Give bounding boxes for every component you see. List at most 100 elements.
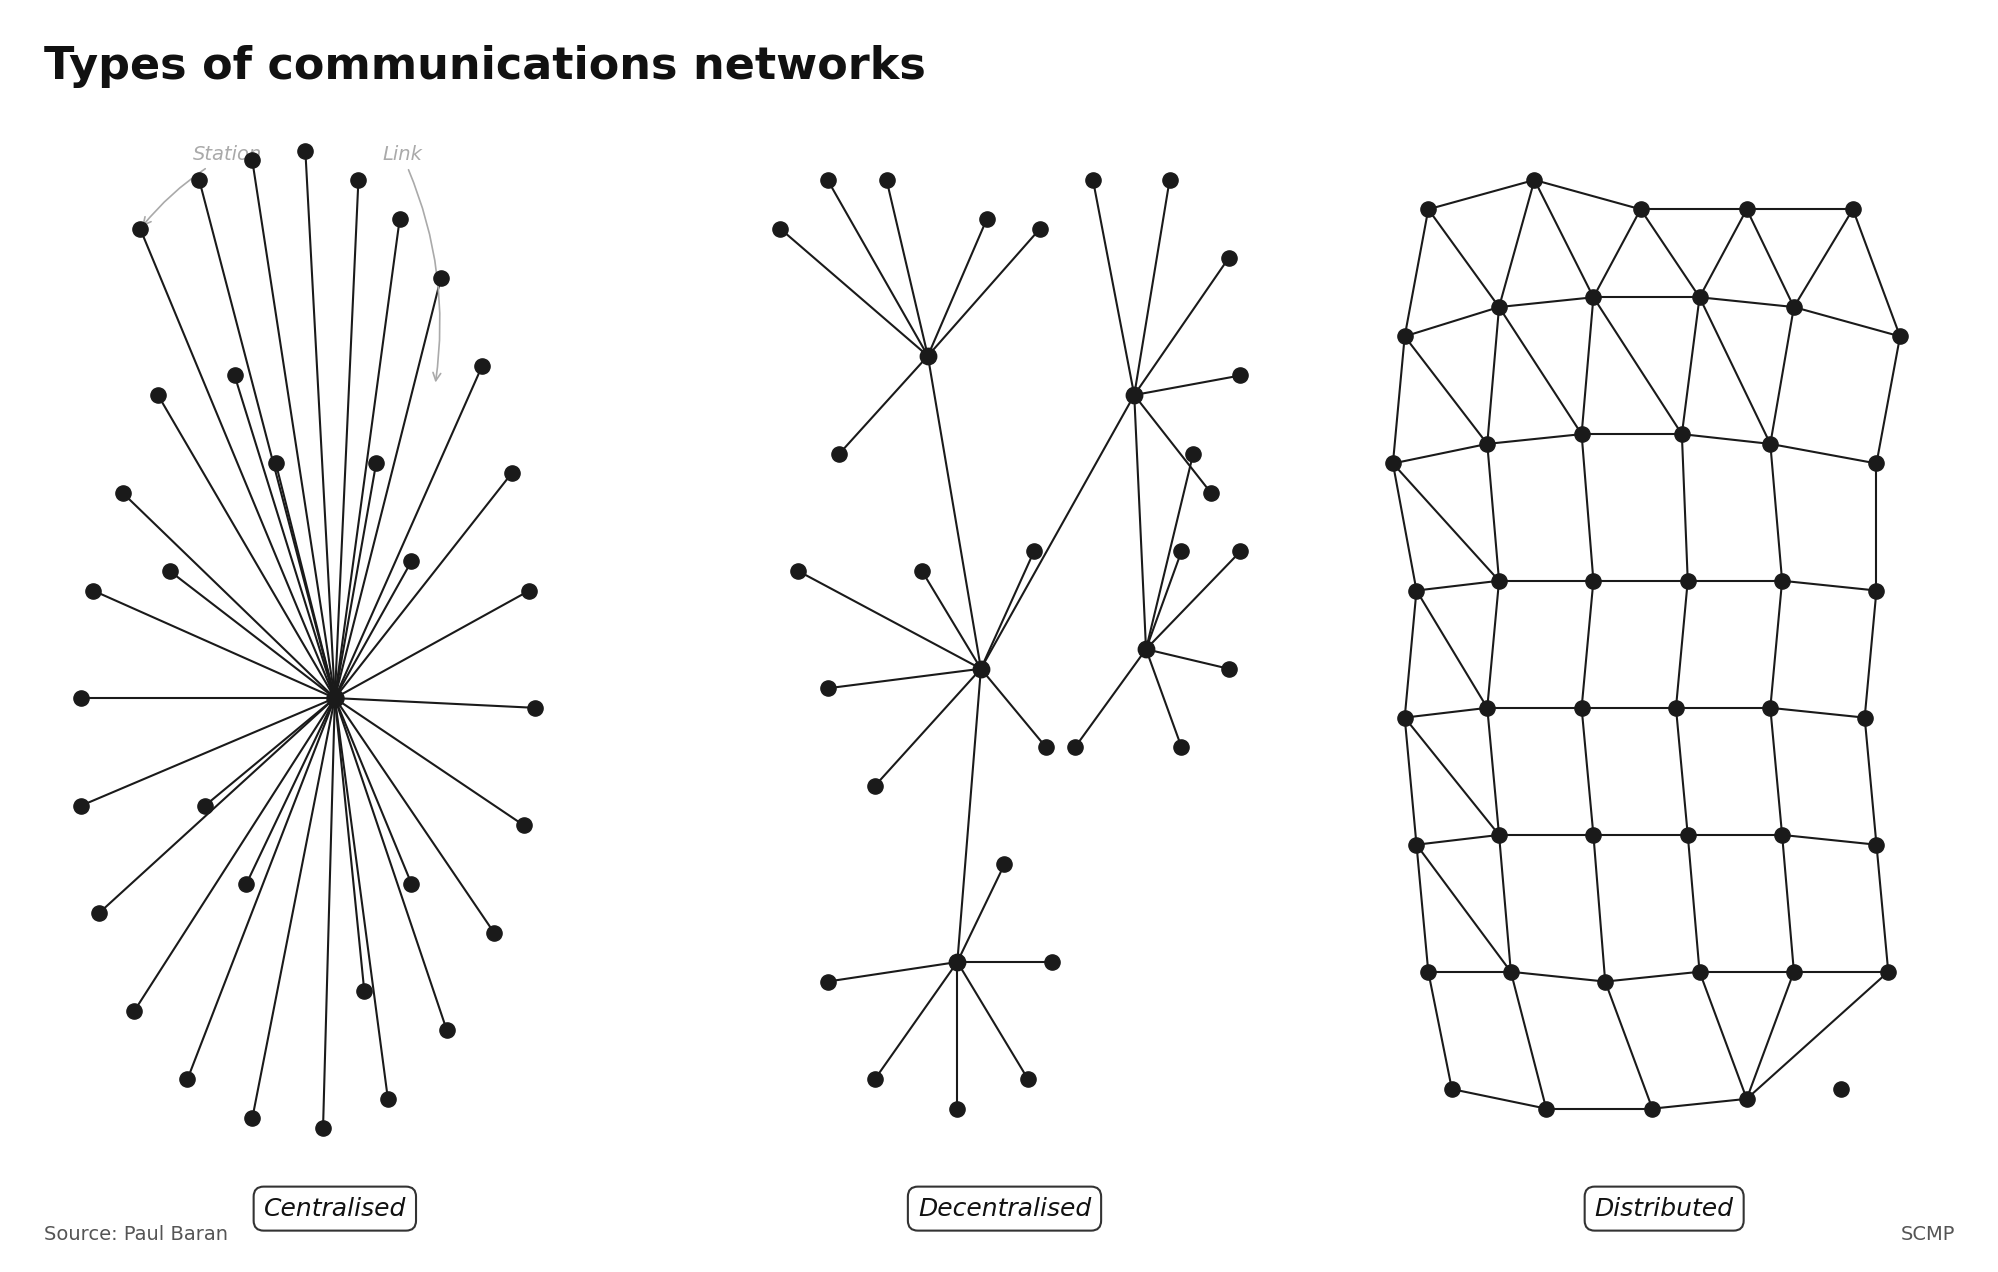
Point: [911, 346, 943, 366]
Point: [124, 219, 156, 239]
Point: [66, 688, 98, 709]
Point: [1860, 453, 1892, 473]
Point: [396, 551, 428, 571]
Point: [1682, 287, 1714, 308]
Point: [823, 444, 855, 464]
Point: [1483, 824, 1514, 845]
Point: [84, 903, 116, 923]
Point: [154, 561, 186, 581]
Point: [290, 140, 322, 160]
Point: [1576, 287, 1608, 308]
Point: [230, 874, 262, 894]
Point: [971, 209, 1003, 229]
Point: [1035, 951, 1067, 972]
Point: [308, 1118, 340, 1138]
Point: [384, 209, 416, 229]
Point: [478, 922, 509, 943]
Point: [1754, 697, 1786, 717]
Point: [1435, 1079, 1467, 1099]
Point: [941, 951, 973, 972]
Point: [1213, 659, 1245, 679]
Point: [372, 1089, 404, 1109]
Point: [1471, 434, 1502, 454]
Point: [1011, 1070, 1043, 1090]
Point: [965, 659, 997, 679]
Point: [78, 580, 110, 600]
Point: [1017, 542, 1049, 562]
Point: [118, 1001, 150, 1021]
Point: [190, 795, 222, 815]
Point: [218, 365, 250, 385]
Point: [811, 169, 843, 190]
Text: Station: Station: [144, 145, 262, 225]
Point: [1776, 296, 1808, 317]
Point: [184, 169, 216, 190]
Point: [519, 697, 551, 717]
Point: [1658, 697, 1690, 717]
Point: [869, 169, 901, 190]
Text: Source: Paul Baran: Source: Paul Baran: [44, 1225, 228, 1244]
Point: [1588, 972, 1620, 992]
Point: [106, 482, 138, 502]
Point: [1165, 736, 1197, 757]
Point: [1754, 434, 1786, 454]
Point: [1471, 697, 1502, 717]
Point: [1495, 962, 1526, 982]
Point: [1848, 707, 1880, 728]
Point: [1670, 571, 1702, 591]
Point: [1129, 639, 1161, 659]
Text: Centralised: Centralised: [264, 1197, 406, 1221]
Point: [1029, 736, 1061, 757]
Point: [396, 874, 428, 894]
Point: [1483, 571, 1514, 591]
Point: [1624, 200, 1656, 220]
Point: [1576, 824, 1608, 845]
Point: [811, 972, 843, 992]
Point: [763, 219, 795, 239]
Point: [320, 688, 352, 709]
Point: [1860, 580, 1892, 600]
Text: Link: Link: [382, 145, 440, 380]
Point: [1564, 424, 1596, 444]
Point: [859, 776, 891, 796]
Point: [1664, 424, 1696, 444]
Point: [1483, 296, 1514, 317]
Point: [342, 169, 374, 190]
Point: [1776, 962, 1808, 982]
Point: [1670, 824, 1702, 845]
Point: [1882, 326, 1914, 346]
Point: [1682, 962, 1714, 982]
Point: [1377, 453, 1409, 473]
Point: [260, 453, 292, 473]
Point: [1530, 1099, 1562, 1119]
Point: [859, 1070, 891, 1090]
Point: [466, 355, 498, 377]
Point: [1636, 1099, 1668, 1119]
Point: [1223, 365, 1255, 385]
Point: [1518, 169, 1550, 190]
Point: [1413, 200, 1445, 220]
Point: [811, 678, 843, 698]
Point: [1153, 169, 1185, 190]
Point: [172, 1070, 204, 1090]
Text: Decentralised: Decentralised: [917, 1197, 1091, 1221]
Text: Distributed: Distributed: [1594, 1197, 1732, 1221]
Point: [236, 150, 268, 170]
Point: [1401, 580, 1433, 600]
Point: [1059, 736, 1091, 757]
Point: [1195, 482, 1227, 502]
Point: [1213, 248, 1245, 268]
Point: [66, 795, 98, 815]
Point: [1023, 219, 1055, 239]
Point: [1389, 707, 1421, 728]
Point: [507, 815, 539, 836]
Point: [905, 561, 937, 581]
Point: [1730, 200, 1762, 220]
Point: [1766, 571, 1798, 591]
Text: Types of communications networks: Types of communications networks: [44, 45, 925, 88]
Point: [236, 1108, 268, 1128]
Point: [1872, 962, 1904, 982]
Text: SCMP: SCMP: [1900, 1225, 1954, 1244]
Point: [1117, 385, 1149, 406]
Point: [1165, 542, 1197, 562]
